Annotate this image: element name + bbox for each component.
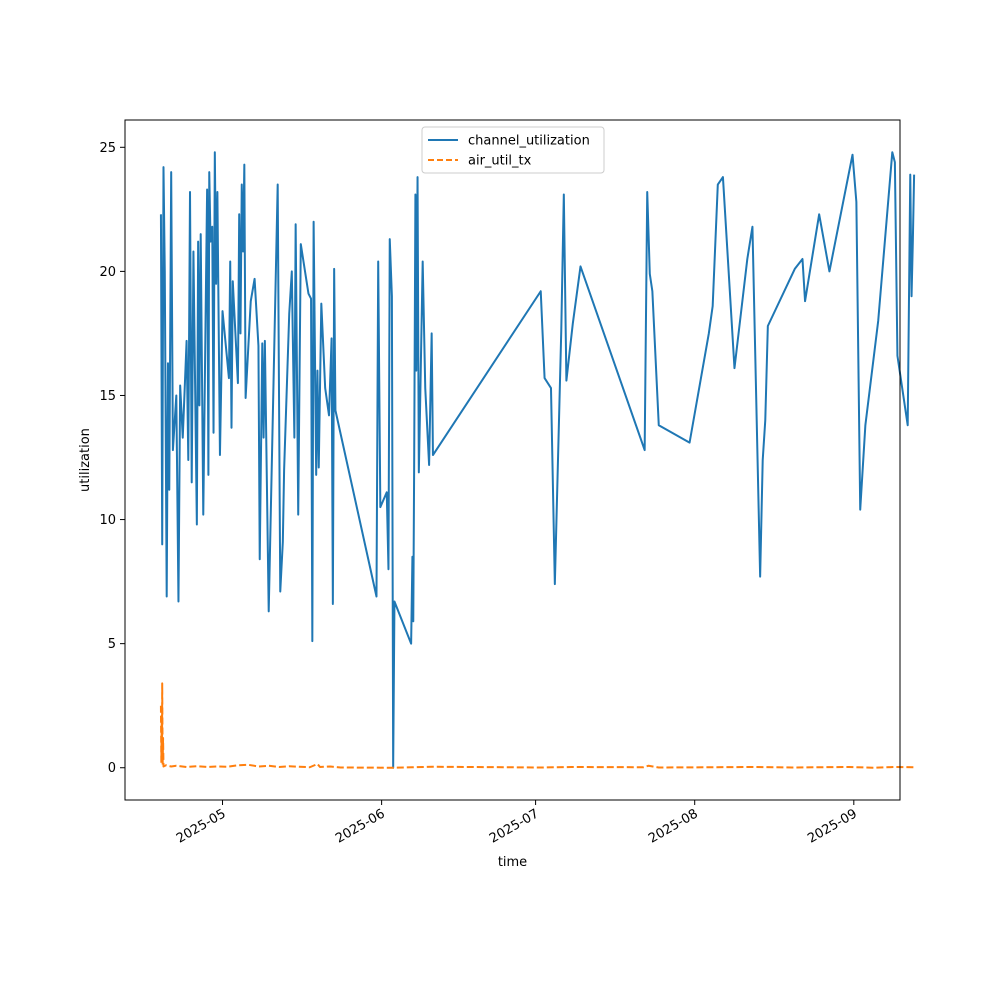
legend: channel_utilization air_util_tx (421, 126, 605, 174)
x-tick-label: 2025-07 (487, 806, 542, 846)
y-axis-label: utilization (78, 428, 93, 492)
legend-box (421, 126, 605, 174)
y-tick-label: 10 (99, 513, 116, 528)
series-line-air-util-tx (159, 682, 915, 769)
y-tick-label: 15 (99, 389, 116, 404)
series-layer (159, 151, 916, 769)
y-tick-label: 0 (108, 761, 116, 776)
legend-label-air-util-tx: air_util_tx (468, 154, 532, 169)
x-axis: 2025-05 2025-06 2025-07 2025-08 2025-09 (174, 800, 860, 847)
x-axis-label: time (498, 855, 527, 870)
y-tick-label: 25 (99, 141, 116, 156)
x-tick-label: 2025-05 (174, 806, 229, 846)
series-line-channel-utilization (159, 151, 916, 769)
axes-frame (124, 119, 901, 801)
y-tick-label: 20 (99, 265, 116, 280)
x-tick-label: 2025-06 (333, 806, 388, 846)
legend-label-channel-utilization: channel_utilization (468, 134, 590, 149)
x-tick-label: 2025-09 (805, 806, 860, 846)
y-axis: 0 5 10 15 20 25 (99, 141, 125, 776)
y-tick-label: 5 (108, 637, 116, 652)
x-tick-label: 2025-08 (646, 806, 701, 846)
